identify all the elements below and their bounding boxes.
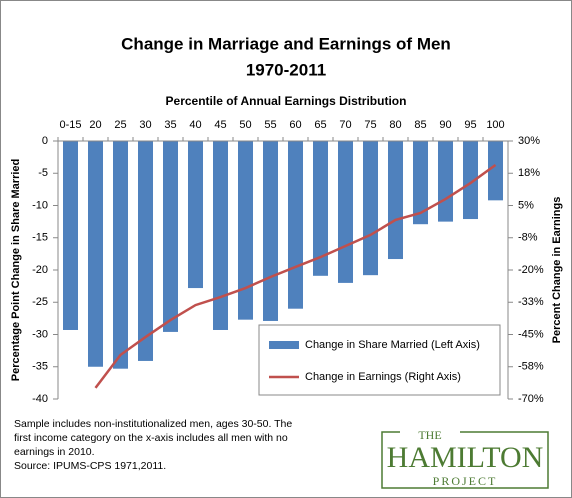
y2-tick-label: -20% [518, 264, 544, 276]
bar [488, 141, 503, 201]
y-axis-label: Percentage Point Change in Share Married [10, 159, 22, 382]
bar [263, 141, 278, 321]
y-tick-label: -30 [32, 328, 48, 340]
bar [138, 141, 153, 361]
x-tick-label: 40 [189, 119, 201, 131]
y-tick-label: -35 [32, 361, 48, 373]
bar [188, 141, 203, 289]
note: Sample includes non-institutionalized me… [14, 418, 292, 430]
x-tick-label: 30 [139, 119, 151, 131]
logo-top: THE [418, 428, 441, 442]
x-tick-label: 0-15 [59, 119, 81, 131]
y2-tick-label: 30% [518, 135, 540, 147]
note: Source: IPUMS-CPS 1971,2011. [14, 460, 166, 472]
y2-tick-label: 5% [518, 199, 534, 211]
logo-main: HAMILTON [387, 441, 544, 474]
logo-frame [381, 431, 549, 489]
bar [288, 141, 303, 309]
x-tick-label: 65 [314, 119, 326, 131]
y2-tick-label: -8% [518, 232, 538, 244]
chart-title: Change in Marriage and Earnings of Men [121, 34, 451, 53]
y-tick-label: -5 [38, 167, 48, 179]
y2-tick-label: 18% [518, 167, 540, 179]
legend [258, 324, 501, 396]
x-tick-label: 35 [164, 119, 176, 131]
x-tick-label: 90 [439, 119, 451, 131]
x-tick-label: 25 [114, 119, 126, 131]
y2-tick-label: -70% [518, 393, 544, 405]
bar [313, 141, 328, 276]
note: first income category on the x-axis incl… [14, 432, 288, 444]
y2-tick-label: -45% [518, 328, 544, 340]
x-tick-label: 45 [214, 119, 226, 131]
x-tick-label: 50 [239, 119, 251, 131]
bar [88, 141, 103, 367]
y-tick-label: -10 [32, 199, 48, 211]
bar [338, 141, 353, 283]
logo-bottom: PROJECT [433, 474, 498, 488]
y2-tick-label: -33% [518, 296, 544, 308]
logo-gap [400, 430, 460, 438]
x-tick-label: 70 [339, 119, 351, 131]
note: earnings in 2010. [14, 446, 95, 458]
y-tick-label: -25 [32, 296, 48, 308]
x-tick-label: 75 [364, 119, 376, 131]
x-tick-label: 85 [414, 119, 426, 131]
bar [363, 141, 378, 276]
x-tick-label: 95 [464, 119, 476, 131]
chart-subtitle: 1970-2011 [246, 60, 326, 79]
legend-label: Change in Share Married (Left Axis) [305, 339, 480, 351]
line-series [94, 163, 497, 389]
x-tick-label: 20 [89, 119, 101, 131]
bar [213, 141, 228, 330]
bar [413, 141, 428, 225]
legend-label: Change in Earnings (Right Axis) [305, 371, 461, 383]
bar [63, 141, 78, 330]
y-tick-label: -40 [32, 393, 48, 405]
x-tick-label: 100 [486, 119, 504, 131]
y2-axis-label: Percent Change in Earnings [551, 197, 563, 344]
bar [238, 141, 253, 320]
y-tick-label: 0 [42, 135, 48, 147]
bar [113, 141, 128, 369]
x-axis-label: Percentile of Annual Earnings Distributi… [166, 94, 407, 108]
bar [163, 141, 178, 332]
bar [438, 141, 453, 222]
y-tick-label: -20 [32, 264, 48, 276]
x-tick-label: 80 [389, 119, 401, 131]
x-tick-label: 55 [264, 119, 276, 131]
legend-swatch [269, 341, 299, 349]
y-tick-label: -15 [32, 232, 48, 244]
bar [463, 141, 478, 220]
x-tick-label: 60 [289, 119, 301, 131]
bar [388, 141, 403, 260]
y2-tick-label: -58% [518, 361, 544, 373]
